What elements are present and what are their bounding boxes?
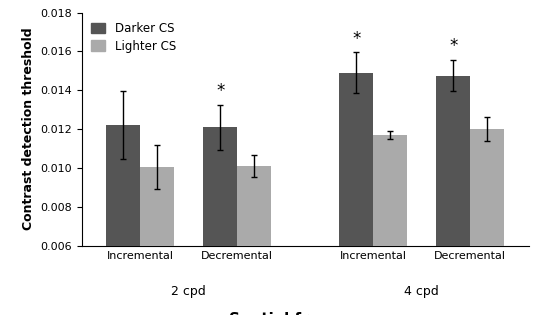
Bar <box>339 73 373 315</box>
Bar <box>140 167 174 315</box>
Text: *: * <box>216 82 225 100</box>
Y-axis label: Contrast detection threshold: Contrast detection threshold <box>22 28 35 231</box>
Bar <box>437 76 470 315</box>
Legend: Darker CS, Lighter CS: Darker CS, Lighter CS <box>88 19 180 56</box>
Text: 4 cpd: 4 cpd <box>404 284 439 298</box>
Text: *: * <box>352 30 360 48</box>
Bar <box>237 166 271 315</box>
Text: 2 cpd: 2 cpd <box>171 284 206 298</box>
Bar <box>203 127 237 315</box>
Bar <box>106 125 140 315</box>
Text: *: * <box>449 37 458 55</box>
Bar <box>373 135 407 315</box>
Text: Spatial frequency: Spatial frequency <box>229 312 381 315</box>
Bar <box>470 129 504 315</box>
